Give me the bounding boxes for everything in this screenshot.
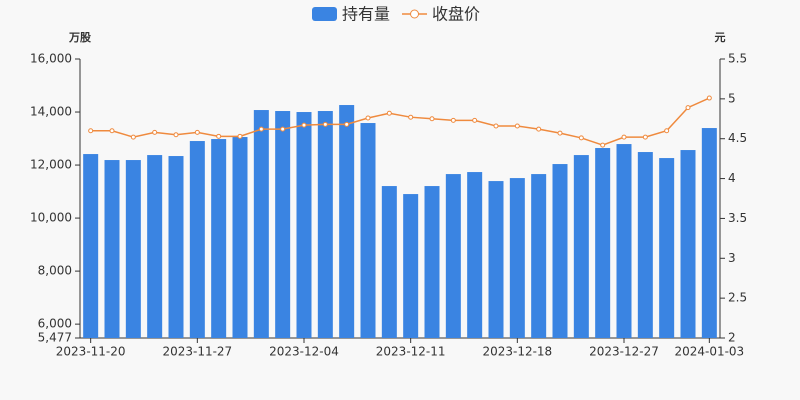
bar: [147, 155, 163, 338]
y-tick-label: 10,000: [30, 211, 72, 225]
price-point: [685, 105, 691, 111]
x-tick-label: 2023-11-27: [162, 345, 232, 359]
y2-tick-label: 2.5: [728, 291, 747, 305]
y-tick-label: 5,477: [38, 331, 72, 345]
price-point: [109, 128, 115, 134]
bar: [168, 156, 184, 338]
price-point: [429, 116, 435, 122]
y2-axis-label: 元: [715, 31, 726, 44]
legend-label: 持有量: [342, 5, 390, 24]
y-tick-label: 14,000: [30, 105, 72, 119]
bar: [83, 154, 99, 338]
bar: [339, 105, 355, 338]
legend-swatch: [312, 7, 337, 21]
bar: [616, 144, 632, 338]
y2-tick-label: 3: [728, 251, 736, 265]
x-tick-label: 2023-12-11: [376, 345, 446, 359]
bar: [701, 128, 717, 338]
bar: [680, 150, 696, 338]
bar: [531, 174, 547, 338]
price-point: [194, 129, 200, 135]
bar: [403, 194, 419, 338]
price-point: [258, 126, 264, 132]
price-point: [301, 122, 307, 128]
price-point: [514, 123, 520, 129]
price-point: [408, 114, 414, 120]
price-point: [621, 134, 627, 140]
bar: [381, 186, 397, 338]
bar: [552, 164, 568, 338]
price-point: [472, 117, 478, 123]
bar: [125, 160, 141, 338]
y2-tick-label: 2: [728, 331, 736, 345]
bar: [275, 111, 291, 338]
price-point: [152, 129, 158, 135]
bar: [253, 110, 269, 338]
legend-label: 收盘价: [432, 5, 480, 24]
bar: [637, 152, 653, 338]
price-point: [664, 128, 670, 134]
bar: [659, 158, 675, 338]
price-point: [493, 123, 499, 129]
legend-swatch: [410, 9, 420, 19]
price-point: [216, 133, 222, 139]
price-point: [450, 117, 456, 123]
bar: [211, 139, 227, 338]
price-point: [600, 142, 606, 148]
bar: [424, 186, 440, 338]
bar: [104, 160, 120, 338]
price-point: [642, 134, 648, 140]
bar: [445, 174, 461, 338]
y-tick-label: 12,000: [30, 158, 72, 172]
bar: [232, 137, 248, 338]
y2-tick-label: 5.5: [728, 52, 747, 66]
bar: [189, 141, 205, 338]
bar: [573, 155, 589, 338]
price-point: [557, 130, 563, 136]
price-point: [365, 115, 371, 121]
y2-tick-label: 3.5: [728, 211, 747, 225]
bar: [488, 181, 504, 338]
y2-tick-label: 5: [728, 91, 736, 105]
price-point: [322, 121, 328, 127]
price-point: [706, 95, 712, 101]
price-point: [344, 121, 350, 127]
price-point: [280, 126, 286, 132]
x-tick-label: 2023-12-04: [269, 345, 339, 359]
y2-tick-label: 4: [728, 171, 736, 185]
price-point: [173, 132, 179, 138]
y-axis-label: 万股: [68, 31, 92, 44]
bar: [509, 178, 525, 338]
bar: [595, 148, 611, 338]
x-tick-label: 2023-11-20: [56, 345, 126, 359]
x-tick-label: 2023-12-27: [589, 345, 659, 359]
price-point: [88, 128, 94, 134]
price-line: [90, 97, 710, 146]
price-point: [386, 110, 392, 116]
bar: [467, 172, 483, 338]
bar: [296, 112, 312, 338]
price-point: [237, 133, 243, 139]
y-tick-label: 8,000: [38, 264, 72, 278]
bar: [360, 123, 376, 338]
y2-tick-label: 4.5: [728, 131, 747, 145]
price-point: [130, 134, 136, 140]
y-tick-label: 6,000: [38, 317, 72, 331]
price-point: [536, 126, 542, 132]
x-tick-label: 2024-01-03: [674, 345, 744, 359]
bar: [317, 111, 333, 338]
x-tick-label: 2023-12-18: [482, 345, 552, 359]
price-point: [578, 135, 584, 141]
y-tick-label: 16,000: [30, 52, 72, 66]
